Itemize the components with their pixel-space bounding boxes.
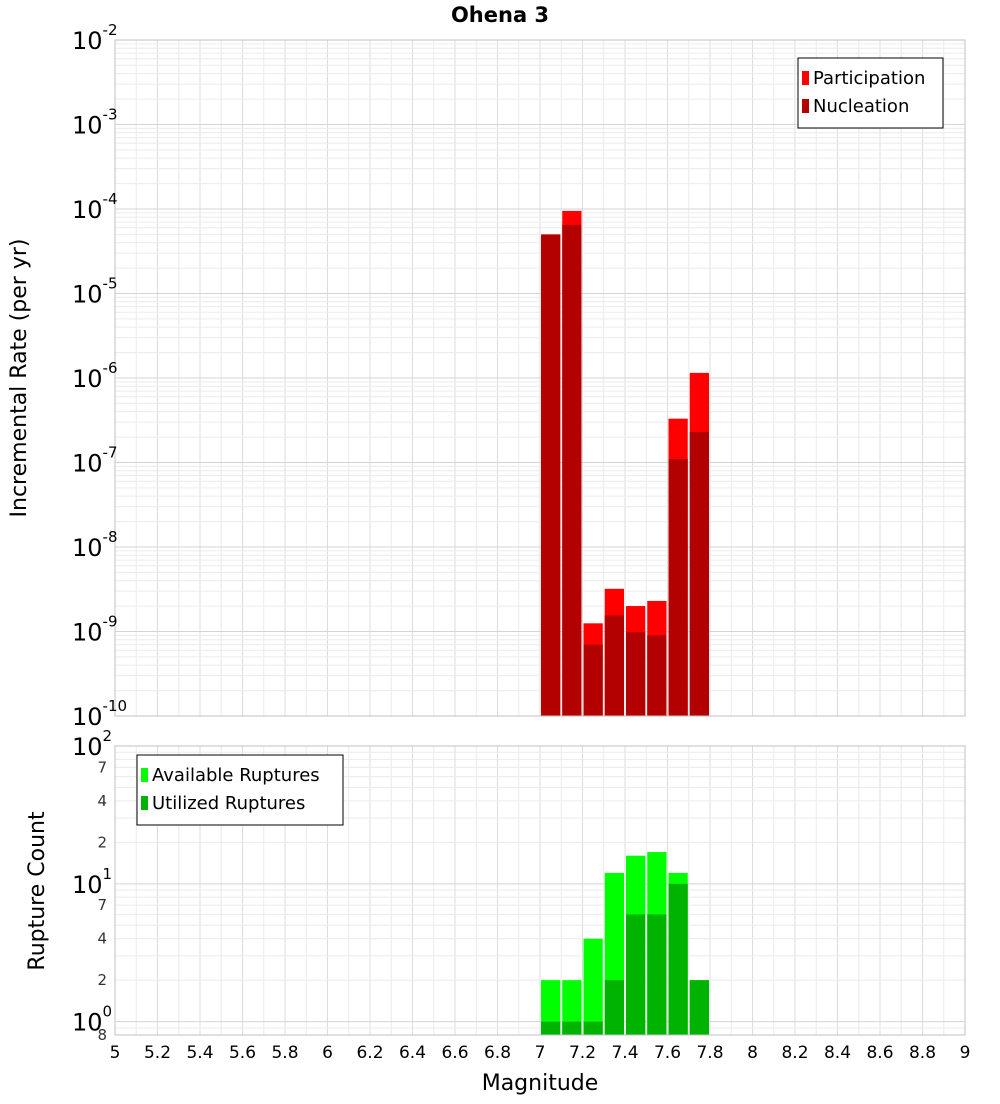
x-tick-label: 8.2 — [781, 1043, 808, 1063]
rate-y-tick-label: 10-9 — [72, 613, 118, 647]
x-tick-label: 8.4 — [824, 1043, 851, 1063]
count-y-minor-tick-label: 2 — [97, 971, 107, 989]
x-tick-label: 6.6 — [441, 1043, 468, 1063]
count-bar-series2 — [689, 980, 709, 1035]
rate-bar-series2 — [604, 615, 624, 716]
x-tick-label: 8 — [747, 1043, 758, 1063]
x-tick-label: 7 — [535, 1043, 546, 1063]
count-legend-label: Available Ruptures — [152, 765, 320, 786]
rate-bar-series2 — [541, 234, 561, 717]
rate-bar-series2 — [626, 632, 646, 716]
x-tick-label: 7.2 — [569, 1043, 596, 1063]
count-legend-box — [136, 754, 344, 826]
count-y-axis-label: Rupture Count — [25, 811, 50, 971]
rate-y-tick-label: 10-2 — [72, 21, 118, 55]
count-bar-series2 — [668, 883, 688, 1035]
x-tick-label: 5.8 — [271, 1043, 298, 1063]
rate-y-axis-label: Incremental Rate (per yr) — [7, 239, 32, 518]
count-legend-swatch — [141, 768, 148, 782]
rate-y-tick-label: 10-7 — [72, 444, 118, 478]
count-bar-series2 — [562, 1021, 582, 1035]
rate-plot-frame — [114, 39, 966, 717]
rate-bar-series2 — [583, 644, 603, 716]
x-tick-label: 6.8 — [484, 1043, 511, 1063]
x-tick-label: 6 — [322, 1043, 333, 1063]
count-y-minor-tick-label: 8 — [97, 1026, 107, 1044]
x-tick-label: 7.8 — [696, 1043, 723, 1063]
x-tick-label: 8.8 — [909, 1043, 936, 1063]
x-tick-label: 5 — [110, 1043, 121, 1063]
x-axis-label: Magnitude — [482, 1071, 599, 1096]
rate-legend-box — [797, 57, 944, 129]
count-bar-series1 — [562, 980, 582, 1035]
count-plot-legend: Available Ruptures Utilized Ruptures — [136, 754, 344, 826]
x-tick-label: 9 — [960, 1043, 971, 1063]
rate-plot-panel: 10-2 10-3 10-4 10-5 10-6 10-7 10-8 10-9 10-10 In… — [7, 21, 966, 731]
x-tick-label: 7.4 — [611, 1043, 638, 1063]
rate-legend-swatch — [802, 71, 809, 85]
count-y-minor-tick-label: 4 — [97, 792, 107, 810]
x-tick-label: 7.6 — [654, 1043, 681, 1063]
rate-legend-label: Nucleation — [813, 96, 909, 117]
rate-plot-y-ticks: 10-2 10-3 10-4 10-5 10-6 10-7 10-8 10-9 10-10 — [72, 21, 127, 731]
count-bar-series2 — [583, 1021, 603, 1035]
rate-y-tick-label: 10-3 — [72, 106, 118, 140]
count-bar-series1 — [583, 938, 603, 1035]
rate-bar-series2 — [647, 635, 667, 716]
x-tick-label: 5.6 — [229, 1043, 256, 1063]
rate-plot-legend: Participation Nucleation — [797, 57, 944, 129]
count-legend-label: Utilized Ruptures — [152, 793, 305, 814]
rate-y-tick-label: 10-8 — [72, 528, 118, 562]
count-y-minor-tick-label: 4 — [97, 930, 107, 948]
rate-y-tick-label: 10-10 — [72, 697, 127, 731]
count-y-tick-label: 100 — [72, 1003, 112, 1037]
count-plot-frame — [114, 745, 966, 1036]
rate-y-tick-label: 10-6 — [72, 359, 118, 393]
count-y-minor-tick-label: 7 — [97, 896, 107, 914]
count-bar-series2 — [647, 914, 667, 1035]
count-legend-swatch — [141, 796, 148, 810]
rate-y-tick-label: 10-4 — [72, 190, 118, 224]
rate-legend-label: Participation — [813, 68, 925, 89]
x-tick-label: 6.2 — [356, 1043, 383, 1063]
rate-bar-series2 — [562, 224, 582, 716]
count-bar-series2 — [541, 1021, 561, 1035]
rate-bar-series2 — [668, 459, 688, 716]
rate-plot-bars — [541, 210, 709, 717]
chart-title: Ohena 3 — [451, 3, 549, 27]
x-tick-label: 8.6 — [866, 1043, 893, 1063]
count-bar-series2 — [604, 980, 624, 1035]
x-tick-label: 6.4 — [399, 1043, 426, 1063]
x-tick-label: 5.2 — [144, 1043, 171, 1063]
count-plot-bars — [541, 852, 709, 1035]
rate-plot-gridlines — [114, 39, 966, 717]
rate-y-tick-label: 10-5 — [72, 275, 118, 309]
count-y-tick-label: 102 — [72, 727, 112, 761]
rate-legend-swatch — [802, 99, 809, 113]
count-bar-series2 — [626, 914, 646, 1035]
count-y-tick-label: 101 — [72, 865, 112, 899]
count-y-minor-tick-label: 2 — [97, 833, 107, 851]
x-tick-label: 5.4 — [186, 1043, 213, 1063]
x-axis-ticks: 5 5.2 5.4 5.6 5.8 6 6.2 6.4 6.6 6.8 7 7.2 7.4 7.6 7.8 8… — [110, 1043, 971, 1063]
count-y-minor-tick-label: 7 — [97, 758, 107, 776]
count-bar-series1 — [541, 980, 561, 1035]
rate-bar-series2 — [689, 431, 709, 716]
